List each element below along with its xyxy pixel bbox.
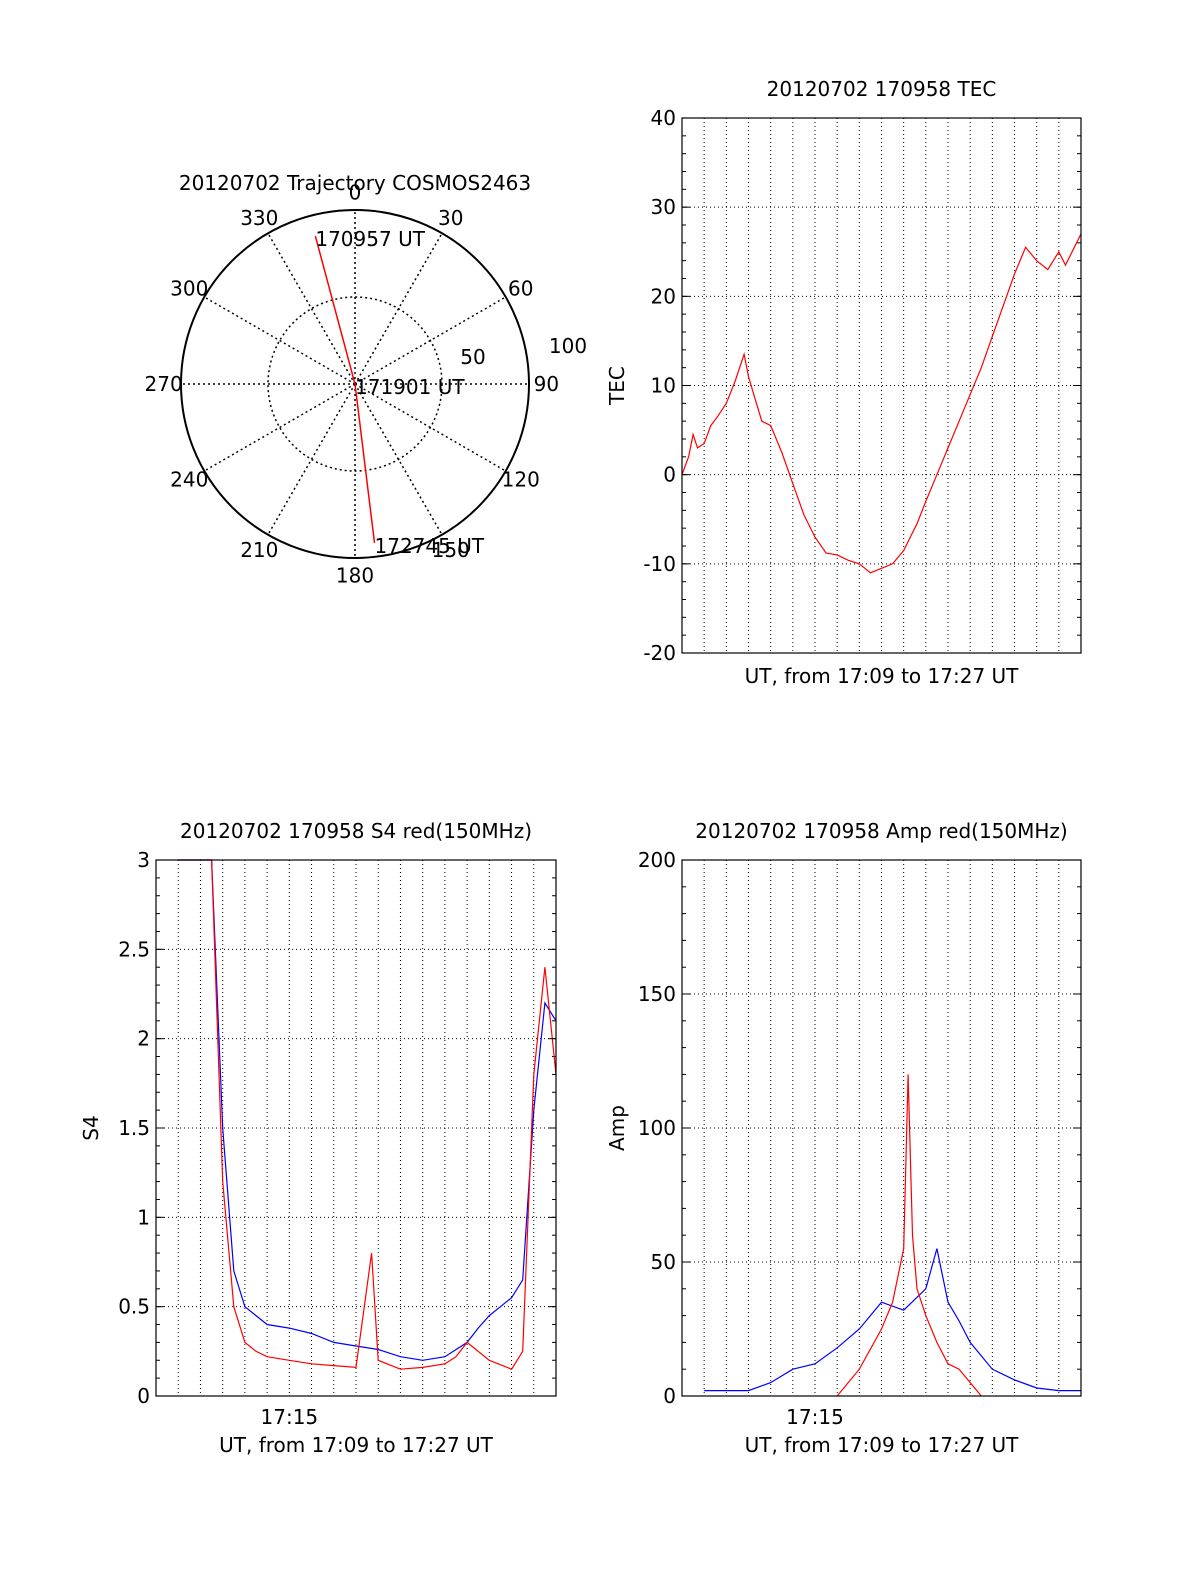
- chart-grid: [682, 118, 1081, 653]
- azimuth-tick-label: 90: [534, 372, 559, 396]
- azimuth-tick-label: 300: [170, 276, 208, 300]
- y-tick-label: 200: [638, 848, 676, 872]
- trajectory-point-label: 171901 UT: [355, 375, 465, 399]
- chart-title: 20120702 170958 Amp red(150MHz): [695, 819, 1067, 843]
- azimuth-tick-label: 270: [145, 372, 183, 396]
- x-axis-label: UT, from 17:09 to 17:27 UT: [745, 664, 1020, 688]
- amp-line-chart: 20120702 170958 Amp red(150MHz) 0 50 100 150…: [605, 819, 1082, 1457]
- y-axis-label: TEC: [605, 366, 629, 406]
- polar-spoke: [354, 383, 507, 472]
- polar-spoke: [354, 232, 443, 385]
- polar-outer-circle: [180, 209, 530, 559]
- series-line: [704, 1248, 1081, 1392]
- polar-title: 20120702 Trajectory COSMOS2463: [179, 171, 531, 195]
- chart-series-group: [178, 859, 557, 1370]
- y-tick-label: 150: [638, 982, 676, 1006]
- chart-title: 20120702 170958 S4 red(150MHz): [180, 819, 532, 843]
- y-tick-label: 20: [651, 284, 676, 308]
- azimuth-tick-label: 30: [438, 206, 463, 230]
- polar-trajectory: 170957 UT 171901 UT 172745 UT: [314, 227, 485, 558]
- azimuth-tick-label: 180: [336, 563, 374, 587]
- y-tick-label: 30: [651, 195, 676, 219]
- series-line: [836, 1074, 982, 1397]
- y-axis-label: Amp: [605, 1105, 629, 1151]
- x-axis-label: UT, from 17:09 to 17:27 UT: [745, 1433, 1020, 1457]
- trajectory-point-label: 170957 UT: [315, 227, 425, 251]
- polar-spoke: [354, 296, 507, 385]
- polar-spoke: [203, 296, 356, 385]
- y-tick-label: 0: [663, 1384, 676, 1408]
- polar-spoke: [354, 383, 443, 536]
- y-tick-label: 3: [137, 848, 150, 872]
- radial-ring-label: 100: [549, 334, 587, 358]
- chart-series-group: [681, 233, 1082, 574]
- y-tick-label: 50: [651, 1250, 676, 1274]
- azimuth-tick-label: 0: [349, 181, 362, 205]
- y-tick-label: 0: [663, 463, 676, 487]
- y-tick-label: 40: [651, 106, 676, 130]
- chart-title: 20120702 170958 TEC: [767, 77, 997, 101]
- azimuth-tick-label: 120: [502, 468, 540, 492]
- azimuth-tick-label: 240: [170, 468, 208, 492]
- series-line: [681, 233, 1082, 574]
- chart-grid: [682, 860, 1081, 1396]
- chart-grid: [156, 860, 556, 1396]
- y-tick-label: 0.5: [118, 1295, 150, 1319]
- azimuth-tick-label: 330: [240, 206, 278, 230]
- y-tick-label: -20: [643, 641, 676, 665]
- y-tick-label: 1: [137, 1205, 150, 1229]
- x-tick-label: 17:15: [786, 1405, 844, 1429]
- azimuth-tick-label: 60: [508, 276, 533, 300]
- trajectory-polar-plot: 20120702 Trajectory COSMOS2463 0 30 60 90 12…: [145, 171, 588, 587]
- series-line: [178, 859, 557, 1361]
- polar-spoke: [203, 383, 356, 472]
- polar-spoke: [267, 232, 356, 385]
- y-tick-label: 2: [137, 1027, 150, 1051]
- x-tick-label: 17:15: [261, 1405, 319, 1429]
- polar-spoke: [267, 383, 356, 536]
- polar-azimuth-labels: 0 30 60 90 120 150 180 210 240 270 300 330 50 100: [145, 181, 588, 588]
- y-tick-label: 0: [137, 1384, 150, 1408]
- x-axis-label: UT, from 17:09 to 17:27 UT: [219, 1433, 494, 1457]
- tec-line-chart: 20120702 170958 TEC -20 -10 0 10 20 30 40 UT, fr…: [605, 77, 1082, 688]
- y-tick-label: 100: [638, 1116, 676, 1140]
- radial-ring-label: 50: [460, 345, 485, 369]
- y-axis-label: S4: [79, 1115, 103, 1140]
- y-tick-label: -10: [643, 552, 676, 576]
- polar-grid: [181, 210, 529, 558]
- azimuth-tick-label: 210: [240, 538, 278, 562]
- trajectory-line: [314, 235, 376, 543]
- azimuth-tick-label: 150: [432, 538, 470, 562]
- y-tick-label: 2.5: [118, 937, 150, 961]
- trajectory-point-label: 172745 UT: [375, 534, 485, 558]
- series-line: [178, 859, 557, 1370]
- s4-line-chart: 20120702 170958 S4 red(150MHz) 0 0.5 1 1.5 2 2…: [79, 819, 557, 1457]
- y-tick-label: 1.5: [118, 1116, 150, 1140]
- y-tick-label: 10: [651, 374, 676, 398]
- chart-series-group: [704, 1074, 1081, 1397]
